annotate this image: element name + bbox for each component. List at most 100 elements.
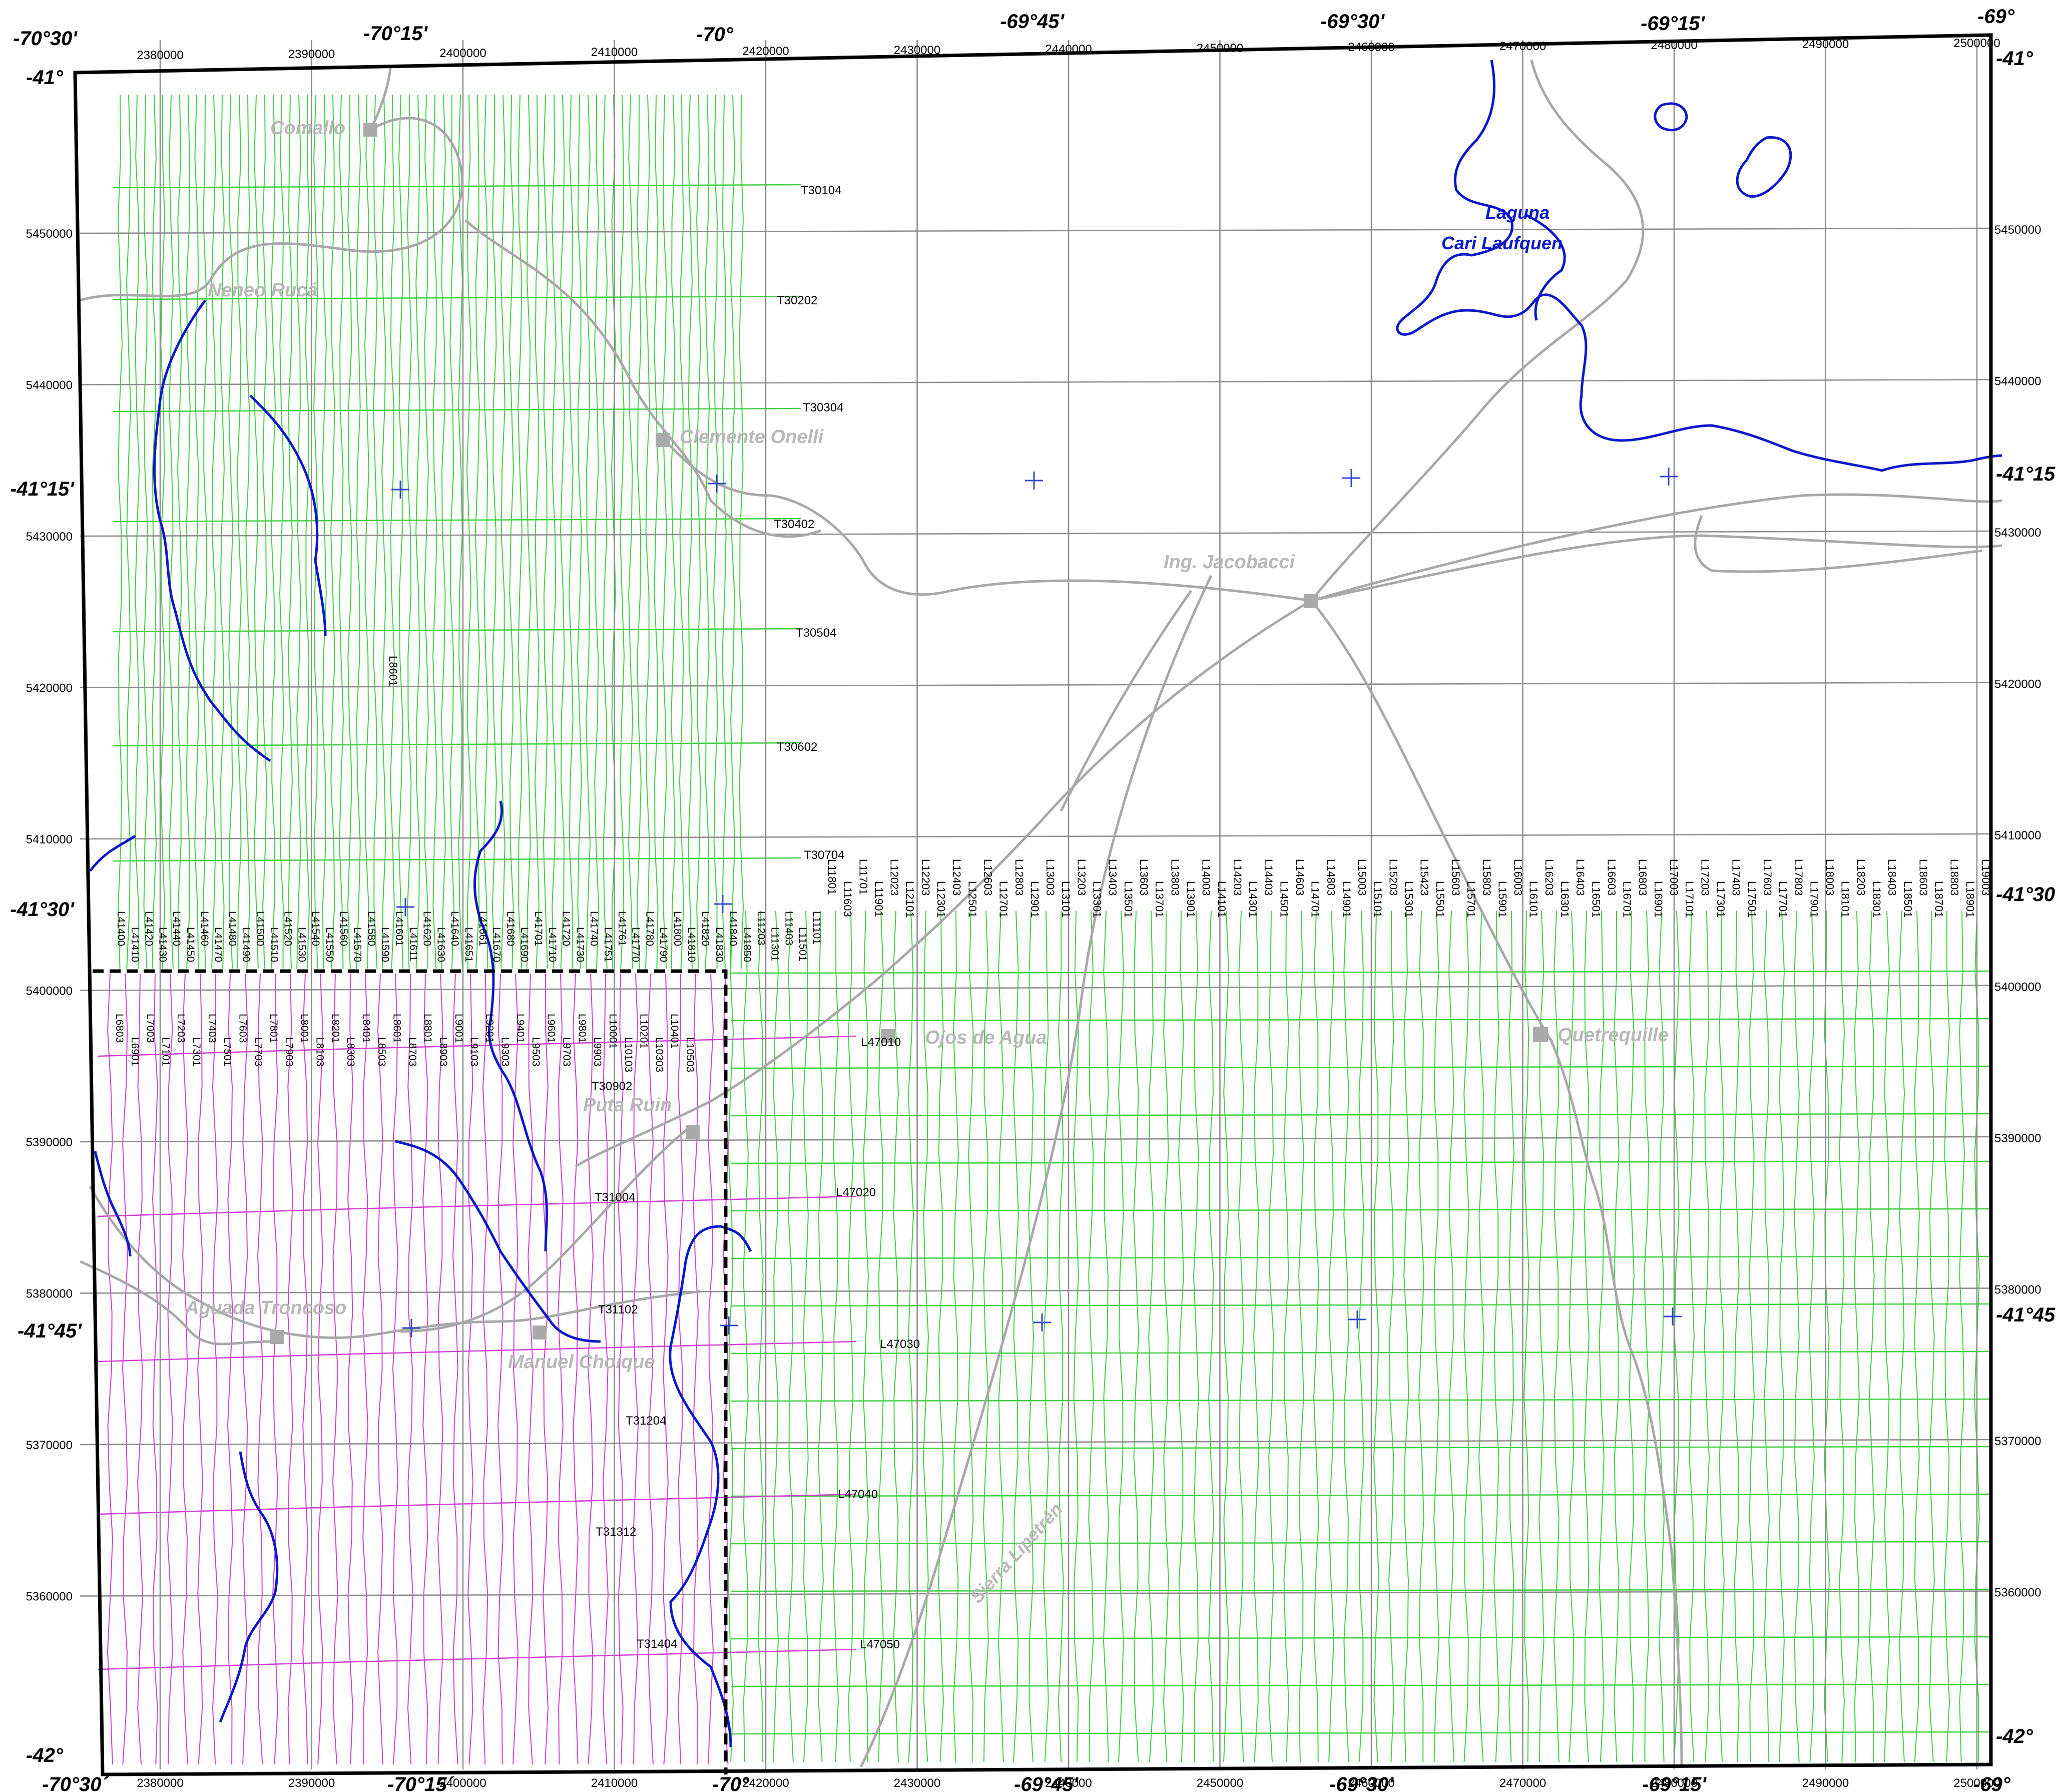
flight-line-label: L41850	[741, 927, 753, 962]
magenta-line	[467, 973, 474, 1765]
town-marker-quetrequille	[1533, 1027, 1548, 1042]
river-west-upper	[153, 299, 271, 762]
degree-label-bottom: -70°15´	[387, 1773, 454, 1792]
green-line	[1658, 911, 1665, 1762]
flight-line-label: L41611	[407, 927, 419, 962]
tie-line-label: T31312	[596, 1525, 636, 1539]
magenta-line	[482, 973, 489, 1765]
flight-line-label: L16101	[1527, 881, 1540, 918]
flight-line-label: L14501	[1278, 881, 1290, 918]
green-line	[1283, 911, 1290, 1762]
flight-line-label: L7501	[222, 1037, 233, 1066]
northing-label-left: 5420000	[26, 682, 73, 695]
river-west-branch	[249, 394, 327, 636]
green-line	[1133, 911, 1139, 1762]
northing-label-right: 5400000	[1994, 981, 2041, 994]
green-tie-line	[112, 857, 801, 862]
flight-line-label: L41670	[491, 927, 502, 962]
green-line	[1103, 911, 1109, 1762]
green-line	[952, 911, 959, 1762]
green-line	[602, 95, 608, 969]
green-line	[1568, 911, 1575, 1762]
green-line	[833, 911, 839, 1762]
flight-line-label: L18301	[1870, 881, 1883, 918]
green-line	[1388, 911, 1395, 1762]
degree-label-left: -41°30'	[10, 899, 75, 921]
green-line	[432, 95, 437, 969]
degree-label-left: -42°	[26, 1744, 64, 1766]
magenta-tie-line	[97, 1340, 856, 1363]
magenta-line	[512, 973, 519, 1765]
green-line	[449, 95, 455, 969]
flight-line-label: L41680	[504, 911, 516, 946]
green-line	[1403, 911, 1410, 1762]
green-line	[321, 95, 327, 969]
flight-line-label: L19003	[1979, 859, 1992, 895]
grid-line-northing	[80, 227, 1991, 234]
green-line	[534, 95, 540, 969]
green-line	[773, 911, 779, 1762]
flight-line-label: L41701	[533, 911, 544, 946]
survey-boundary-dashed	[93, 969, 728, 1774]
flight-line-label: L8503	[376, 1037, 387, 1066]
green-line	[1913, 911, 1920, 1762]
degree-label-top: -70°30'	[13, 28, 78, 50]
green-line	[228, 95, 234, 969]
flight-line-label: L15603	[1449, 859, 1462, 895]
green-line	[1478, 911, 1484, 1762]
flight-line-label: L14701	[1309, 881, 1322, 918]
flight-line-label: L10303	[653, 1037, 665, 1072]
magenta-line	[332, 973, 338, 1765]
flight-line-label: L16403	[1574, 859, 1587, 895]
easting-label-bottom: 2450000	[1197, 1776, 1243, 1790]
northing-label-right: 5430000	[1994, 526, 2041, 540]
green-line	[364, 95, 369, 969]
degree-label-top: -69°45'	[1000, 11, 1065, 33]
green-line	[287, 95, 293, 969]
magenta-line	[242, 973, 249, 1765]
flight-line-label: L17603	[1761, 859, 1774, 895]
lake-outline-loop	[1525, 214, 1566, 321]
flight-line-label: L41510	[268, 927, 280, 962]
flight-line-label: L41500	[254, 911, 266, 946]
green-line	[1733, 911, 1740, 1762]
flight-line-label: L16301	[1559, 881, 1571, 918]
flight-line-label: L41450	[185, 927, 196, 962]
easting-label-top: 2400000	[439, 47, 486, 60]
green-line	[296, 95, 302, 969]
grid-line-northing	[80, 530, 1991, 537]
green-line	[1779, 911, 1785, 1762]
easting-label-bottom: 2390000	[288, 1776, 335, 1790]
flight-line-label: L41690	[519, 927, 530, 962]
green-line	[1944, 911, 1950, 1762]
green-tie-line	[112, 295, 801, 300]
easting-label-top: 2460000	[1348, 41, 1394, 54]
green-line	[1433, 911, 1439, 1762]
green-line	[305, 95, 310, 969]
flight-line-label: L11501	[797, 927, 808, 962]
degree-label-top: -69°30'	[1320, 11, 1385, 33]
green-line	[1493, 911, 1499, 1762]
magenta-line	[588, 973, 594, 1765]
easting-label-top: 2490000	[1802, 38, 1849, 51]
grid-line-northing	[80, 1439, 1991, 1446]
flight-line-label: L41730	[574, 927, 586, 962]
flight-line-label: L15501	[1434, 881, 1446, 918]
northing-label-left: 5400000	[26, 985, 73, 998]
green-line	[518, 95, 523, 969]
flight-line-label: L18403	[1886, 859, 1898, 895]
green-line	[1959, 911, 1965, 1762]
northing-label-left: 5390000	[26, 1136, 73, 1149]
flight-line-label: L10401	[669, 1014, 680, 1049]
green-tie-line	[112, 742, 801, 747]
degree-label-left: -41°	[26, 67, 64, 89]
flight-line-label: L14003	[1200, 859, 1213, 895]
northing-label-left: 5370000	[26, 1439, 73, 1452]
green-line	[237, 95, 242, 969]
easting-label-top: 2440000	[1045, 43, 1092, 56]
magenta-line	[212, 973, 218, 1765]
green-tie-line	[112, 184, 801, 189]
green-line	[1253, 911, 1259, 1762]
magenta-line	[407, 973, 414, 1765]
flight-line-label: L41550	[324, 927, 335, 962]
